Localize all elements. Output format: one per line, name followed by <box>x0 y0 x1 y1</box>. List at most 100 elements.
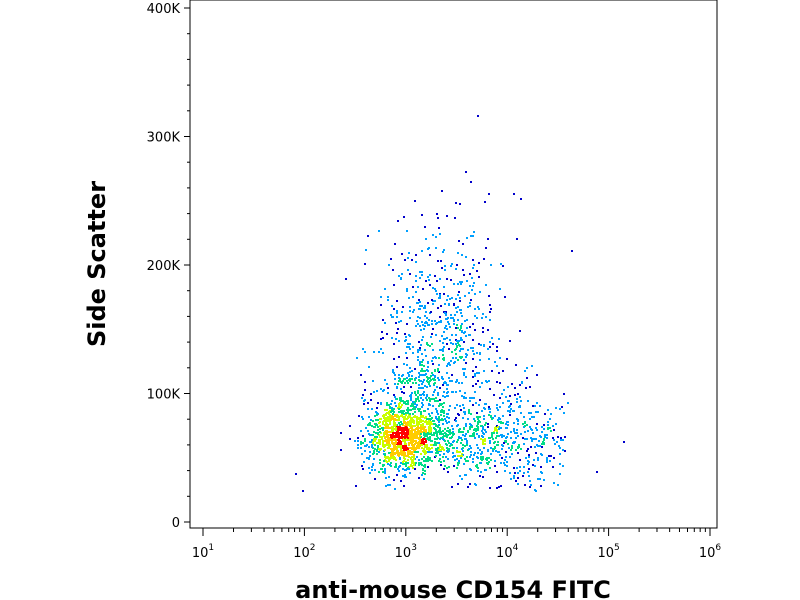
event-point <box>451 263 453 265</box>
event-point <box>370 419 372 421</box>
event-point <box>427 381 429 383</box>
event-point <box>496 404 498 406</box>
event-point <box>429 385 431 387</box>
event-point <box>527 430 529 432</box>
event-point <box>417 442 419 444</box>
event-point <box>473 418 475 420</box>
event-point <box>484 201 486 203</box>
event-point <box>380 403 382 405</box>
event-point <box>480 344 482 346</box>
event-point <box>439 296 441 298</box>
event-point <box>427 361 429 363</box>
event-point <box>410 453 412 455</box>
event-point <box>426 369 428 371</box>
event-point <box>448 448 450 450</box>
event-point <box>415 442 417 444</box>
event-point <box>472 370 474 372</box>
event-point <box>483 407 485 409</box>
event-point <box>414 411 416 413</box>
event-point <box>439 444 441 446</box>
event-point <box>400 400 402 402</box>
event-point <box>470 235 472 237</box>
event-point <box>407 382 409 384</box>
event-point <box>400 421 402 423</box>
event-point <box>378 351 380 353</box>
event-point <box>488 380 490 382</box>
event-point <box>498 486 500 488</box>
event-point <box>537 459 539 461</box>
event-point <box>449 405 451 407</box>
event-point <box>474 329 476 331</box>
event-point <box>424 305 426 307</box>
event-point <box>418 423 420 425</box>
event-point <box>384 424 386 426</box>
event-point <box>446 444 448 446</box>
event-point <box>361 453 363 455</box>
event-point <box>400 278 402 280</box>
event-point <box>412 296 414 298</box>
event-point <box>498 338 500 340</box>
event-point <box>503 442 505 444</box>
event-point <box>464 320 466 322</box>
event-point <box>482 436 484 438</box>
event-point <box>401 253 403 255</box>
event-point <box>516 467 518 469</box>
event-point <box>464 331 466 333</box>
event-point <box>399 432 401 434</box>
event-point <box>509 472 511 474</box>
event-point <box>432 328 434 330</box>
event-point <box>420 387 422 389</box>
event-point <box>489 467 491 469</box>
event-point <box>460 312 462 314</box>
event-point <box>415 382 417 384</box>
event-point <box>479 353 481 355</box>
event-point <box>412 346 414 348</box>
event-point <box>384 440 386 442</box>
event-point <box>461 323 463 325</box>
event-point <box>456 451 458 453</box>
event-point <box>473 454 475 456</box>
event-point <box>440 414 442 416</box>
event-point <box>424 226 426 228</box>
event-point <box>418 477 420 479</box>
event-point <box>433 391 435 393</box>
event-point <box>406 380 408 382</box>
event-point <box>410 436 412 438</box>
event-point <box>494 465 496 467</box>
event-point <box>391 457 393 459</box>
event-point <box>398 446 400 448</box>
event-point <box>402 475 404 477</box>
event-point <box>422 472 424 474</box>
event-point <box>377 429 379 431</box>
event-point <box>407 429 409 431</box>
event-point <box>390 439 392 441</box>
event-point <box>537 457 539 459</box>
event-point <box>387 299 389 301</box>
event-point <box>409 371 411 373</box>
event-point <box>384 427 386 429</box>
event-point <box>395 466 397 468</box>
event-point <box>386 409 388 411</box>
event-point <box>534 465 536 467</box>
event-point <box>477 423 479 425</box>
event-point <box>375 432 377 434</box>
event-point <box>478 276 480 278</box>
event-point <box>464 458 466 460</box>
event-point <box>413 454 415 456</box>
event-point <box>397 383 399 385</box>
event-point <box>472 350 474 352</box>
event-point <box>415 280 417 282</box>
event-point <box>413 458 415 460</box>
event-point <box>415 325 417 327</box>
event-point <box>406 346 408 348</box>
event-point <box>419 463 421 465</box>
event-point <box>524 422 526 424</box>
event-point <box>499 382 501 384</box>
event-point <box>403 386 405 388</box>
event-point <box>447 471 449 473</box>
event-point <box>423 394 425 396</box>
event-point <box>433 398 435 400</box>
event-point <box>426 435 428 437</box>
event-point <box>407 437 409 439</box>
event-point <box>425 311 427 313</box>
